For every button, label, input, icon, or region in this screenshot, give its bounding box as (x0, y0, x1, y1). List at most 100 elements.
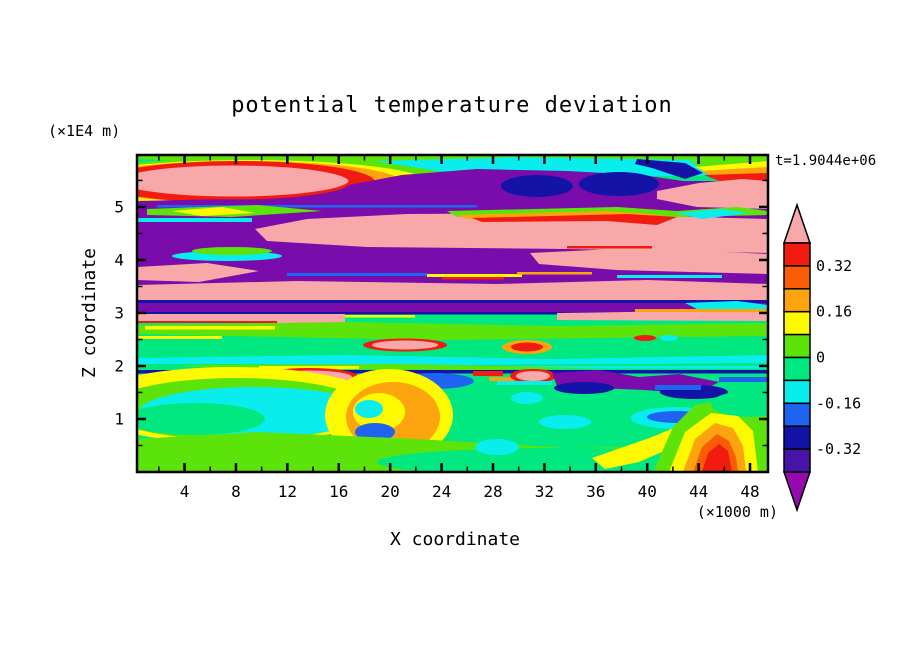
contour-region (472, 214, 677, 225)
contour-field (137, 155, 768, 472)
x-tick-label: 16 (329, 482, 348, 501)
contour-region (657, 179, 768, 209)
contour-region (635, 309, 768, 312)
x-tick-label: 36 (586, 482, 605, 501)
colorbar-segment (783, 288, 811, 313)
contour-region (475, 439, 519, 455)
contour-region (579, 172, 659, 196)
contour-region (355, 423, 395, 441)
x-tick-labels: 4 8 12 16 20 24 28 32 36 40 44 48 (180, 482, 760, 501)
contour-region (719, 377, 768, 382)
x-tick-label: 4 (180, 482, 190, 501)
contour-region (192, 247, 272, 255)
x-tick-label: 40 (638, 482, 657, 501)
contour-region (137, 322, 768, 340)
y-axis-unit-label: (×1E4 m) (48, 122, 120, 140)
y-tick-label: 1 (114, 409, 124, 428)
x-tick-label: 24 (432, 482, 451, 501)
y-tick-label: 2 (114, 356, 124, 375)
contour-region (137, 336, 222, 339)
colorbar-segment (783, 402, 811, 427)
contour-region (172, 207, 255, 216)
contour-region (557, 310, 768, 321)
contour-region (567, 246, 652, 249)
x-tick-label: 8 (231, 482, 241, 501)
colorbar-tick-label: -0.16 (816, 394, 861, 412)
contour-region (137, 321, 277, 323)
colorbar-segment (783, 242, 811, 267)
colorbar-under-arrow (782, 471, 812, 513)
x-axis-title: X coordinate (390, 529, 520, 550)
colorbar: 0.32 0.16 0 -0.16 -0.32 (782, 202, 861, 513)
z-axis-title: Z coordinate (79, 248, 100, 378)
contour-region (516, 371, 550, 381)
colorbar-segment (783, 379, 811, 405)
colorbar-over-arrow (782, 202, 812, 244)
x-tick-label: 20 (381, 482, 400, 501)
contour-region (517, 272, 592, 275)
y-tick-labels: 1 2 3 4 5 (114, 197, 124, 428)
contour-region (685, 301, 768, 311)
x-tick-label: 28 (483, 482, 502, 501)
colorbar-tick-label: 0.16 (816, 303, 852, 321)
contour-region (530, 248, 768, 274)
contour-region (145, 326, 275, 330)
contour-region (372, 340, 438, 350)
contour-region (689, 155, 768, 169)
colorbar-tick-label: -0.32 (816, 440, 861, 458)
y-tick-label: 4 (114, 250, 124, 269)
contour-region (259, 366, 359, 369)
plot-title: potential temperature deviation (231, 93, 673, 118)
contour-region (655, 385, 701, 390)
contour-region (489, 377, 515, 381)
contour-region (345, 315, 415, 318)
contour-region (554, 382, 614, 394)
axis-ticks (137, 155, 768, 472)
contour-region (473, 371, 503, 376)
colorbar-tick-label: 0.32 (816, 257, 852, 275)
contour-region (677, 209, 749, 219)
contour-region (287, 273, 427, 276)
contour-region (539, 415, 591, 429)
colorbar-segment (783, 425, 811, 450)
contour-region (660, 335, 678, 341)
timestamp-label: t=1.9044e+06 (775, 153, 876, 169)
contour-region (497, 381, 552, 385)
contour-region (137, 263, 259, 282)
contour-region (137, 300, 768, 303)
contour-region (702, 444, 732, 472)
contour-region (137, 303, 768, 314)
contour-region (355, 400, 383, 418)
colorbar-segment (783, 448, 811, 473)
contour-region (511, 342, 543, 352)
contour-region (511, 392, 543, 404)
x-axis-unit-label: (×1000 m) (697, 503, 778, 521)
colorbar-segment (783, 265, 811, 290)
y-tick-label: 5 (114, 197, 124, 216)
contour-region (704, 173, 768, 181)
contour-region (137, 355, 768, 365)
x-tick-label: 12 (278, 482, 297, 501)
x-tick-label: 48 (740, 482, 759, 501)
contour-region (442, 277, 504, 280)
contour-region (137, 162, 352, 200)
contour-region (137, 370, 768, 374)
contour-region (137, 312, 768, 315)
contour-region (634, 335, 656, 341)
colorbar-segment (783, 356, 811, 382)
colorbar-segment (783, 310, 811, 336)
colorbar-segment (783, 333, 811, 359)
contour-region (427, 274, 522, 277)
contour-region (711, 391, 768, 417)
contour-region (617, 275, 722, 278)
x-tick-label: 32 (535, 482, 554, 501)
contour-region (137, 403, 265, 435)
contour-region (137, 280, 768, 301)
contour-region (157, 205, 477, 208)
colorbar-tick-label: 0 (816, 349, 825, 367)
contour-region (457, 366, 768, 369)
y-tick-label: 3 (114, 303, 124, 322)
contour-region (635, 159, 703, 179)
